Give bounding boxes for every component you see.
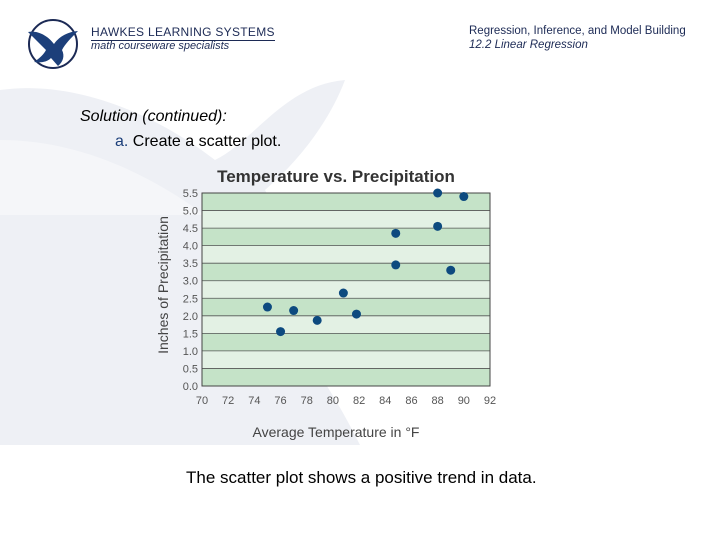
data-point — [289, 306, 299, 316]
scatter-chart: 0.00.51.01.52.02.53.03.54.04.55.05.5 70 7… — [155, 167, 496, 440]
x-tick-label: 80 — [327, 395, 339, 407]
y-tick-label: 1.0 — [183, 346, 198, 358]
x-tick-label: 82 — [353, 395, 365, 407]
chart-band — [202, 228, 490, 246]
plot-frame — [201, 192, 491, 387]
y-tick-label: 5.5 — [183, 188, 198, 200]
chart-band — [202, 298, 490, 316]
company-tagline: math courseware specialists — [91, 40, 230, 52]
y-tick-label: 5.0 — [183, 206, 198, 218]
y-tick-labels: 0.0 0.5 1.0 1.5 2.0 2.5 3.0 3.5 4.0 4.5 5.0 5.5 — [183, 188, 198, 393]
hawkes-eagle-logo-icon — [28, 19, 78, 69]
y-tick-label: 0.0 — [183, 381, 198, 393]
y-tick-label: 2.0 — [183, 311, 198, 323]
data-point — [312, 315, 322, 325]
step-text: Create a scatter plot. — [132, 133, 282, 150]
y-tick-label: 3.5 — [183, 258, 198, 270]
data-point — [433, 221, 443, 231]
chart-band — [202, 210, 490, 229]
y-tick-label: 4.0 — [183, 241, 198, 253]
x-tick-label: 88 — [432, 395, 444, 407]
x-tick-label: 72 — [222, 395, 234, 407]
data-point — [391, 228, 401, 238]
chart-band — [202, 350, 490, 369]
data-point — [351, 309, 361, 319]
x-tick-labels: 70 72 74 76 78 80 82 84 86 88 90 92 — [196, 395, 496, 407]
data-point — [433, 188, 443, 198]
chart-title: Temperature vs. Precipitation — [217, 167, 455, 186]
chart-background-bands — [202, 193, 490, 386]
y-tick-label: 4.5 — [183, 223, 198, 235]
y-tick-label: 0.5 — [183, 363, 198, 375]
y-tick-label: 1.5 — [183, 328, 198, 340]
data-point — [446, 265, 456, 275]
chart-band — [202, 245, 490, 264]
caption-text: The scatter plot shows a positive trend … — [186, 468, 537, 487]
chart-band — [202, 193, 490, 211]
chart-band — [202, 333, 490, 351]
y-axis-label: Inches of Precipitation — [155, 216, 171, 354]
x-tick-label: 78 — [301, 395, 313, 407]
x-tick-label: 92 — [484, 395, 496, 407]
chart-band — [202, 315, 490, 334]
y-tick-label: 2.5 — [183, 293, 198, 305]
y-tick-label: 3.0 — [183, 276, 198, 288]
course-title: Regression, Inference, and Model Buildin… — [469, 25, 686, 37]
x-axis-label: Average Temperature in °F — [253, 424, 420, 440]
x-tick-label: 86 — [405, 395, 417, 407]
company-divider — [91, 40, 275, 41]
chart-band — [202, 263, 490, 281]
x-tick-label: 74 — [248, 395, 260, 407]
step-letter: a. — [115, 133, 129, 150]
data-point — [276, 327, 286, 337]
solution-heading: Solution (continued): — [80, 108, 227, 125]
data-point — [459, 192, 469, 202]
chart-band — [202, 368, 490, 386]
data-point — [262, 302, 272, 312]
x-tick-label: 90 — [458, 395, 470, 407]
x-tick-label: 84 — [379, 395, 391, 407]
data-point — [338, 288, 348, 298]
data-points — [262, 188, 469, 337]
x-tick-label: 70 — [196, 395, 208, 407]
x-tick-label: 76 — [274, 395, 286, 407]
data-point — [391, 260, 401, 270]
step-a: a. Create a scatter plot. — [115, 133, 281, 151]
section-title: 12.2 Linear Regression — [469, 39, 588, 51]
company-name: HAWKES LEARNING SYSTEMS — [91, 25, 275, 39]
